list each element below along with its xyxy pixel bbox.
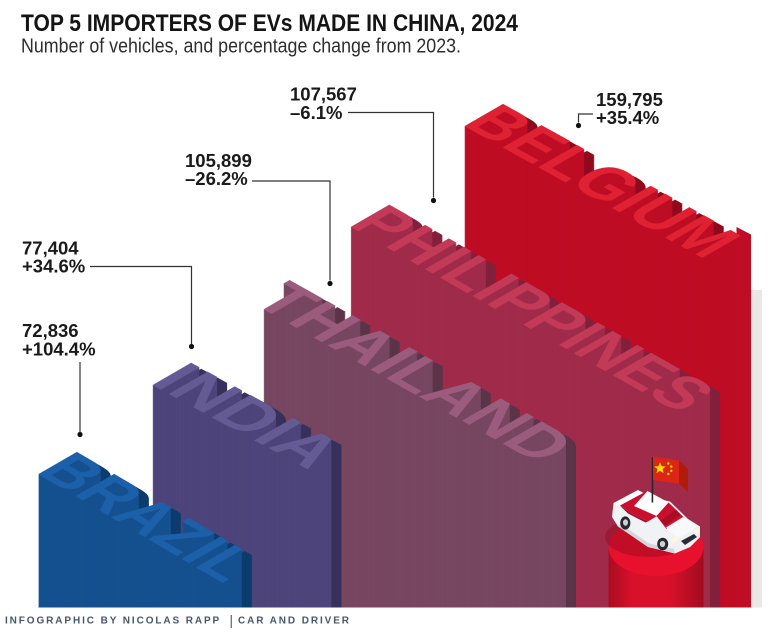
svg-text:Number of vehicles, and percen: Number of vehicles, and percentage chang… — [21, 36, 461, 58]
svg-text:107,567: 107,567 — [290, 84, 357, 105]
svg-text:TOP 5 IMPORTERS OF EVs MADE IN: TOP 5 IMPORTERS OF EVs MADE IN CHINA, 20… — [21, 10, 518, 37]
svg-text:72,836: 72,836 — [22, 320, 79, 341]
svg-text:|: | — [230, 613, 234, 628]
svg-text:105,899: 105,899 — [185, 150, 252, 171]
svg-text:+34.6%: +34.6% — [22, 256, 85, 277]
svg-text:–26.2%: –26.2% — [185, 168, 248, 189]
svg-text:CAR AND DRIVER: CAR AND DRIVER — [238, 616, 351, 627]
svg-text:+104.4%: +104.4% — [22, 339, 96, 360]
svg-text:77,404: 77,404 — [22, 238, 79, 259]
svg-text:INFOGRAPHIC BY NICOLAS RAPP: INFOGRAPHIC BY NICOLAS RAPP — [5, 616, 221, 627]
svg-text:–6.1%: –6.1% — [290, 102, 342, 123]
svg-text:159,795: 159,795 — [596, 89, 663, 110]
svg-text:+35.4%: +35.4% — [596, 107, 659, 128]
